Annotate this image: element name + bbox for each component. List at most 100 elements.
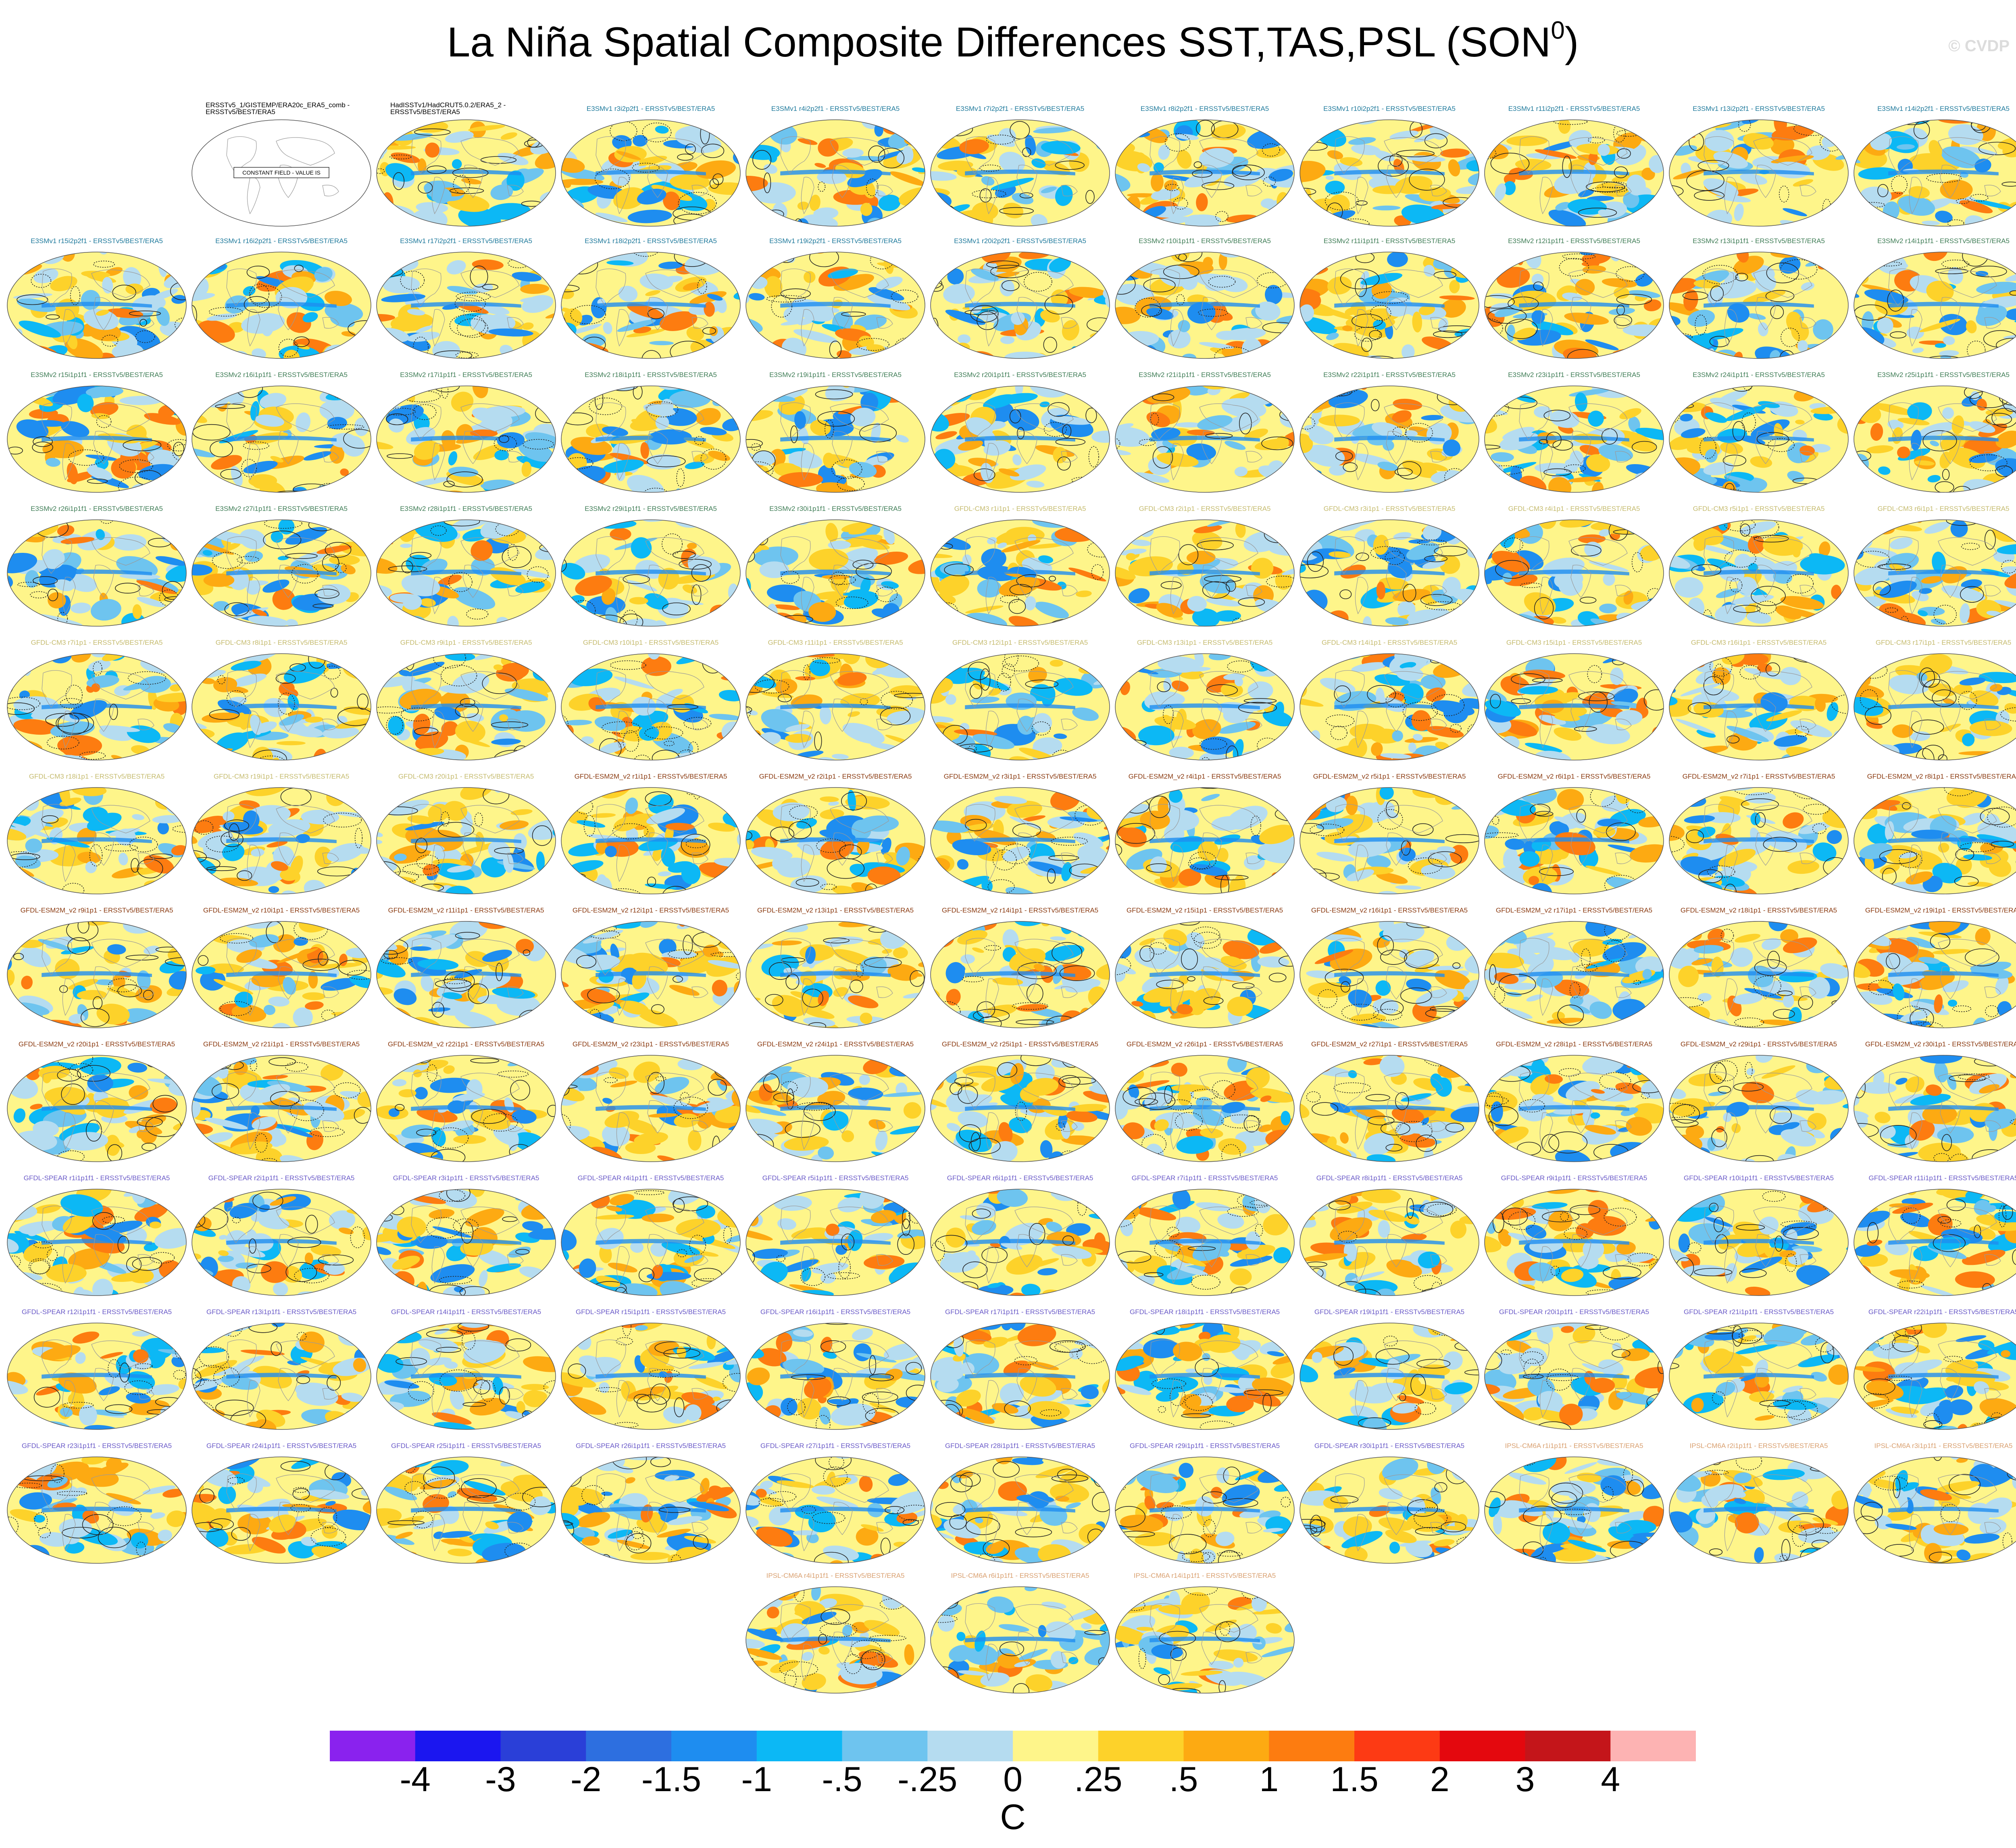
anomaly-blob bbox=[71, 602, 91, 614]
anomaly-blob bbox=[599, 742, 626, 754]
equatorial-anomaly bbox=[1704, 302, 1814, 308]
psl-contour bbox=[1543, 410, 1571, 421]
anomaly-blob bbox=[1389, 130, 1419, 140]
psl-contour bbox=[1394, 468, 1413, 476]
psl-contour bbox=[815, 389, 853, 400]
psl-contour bbox=[335, 563, 347, 573]
anomaly-blob bbox=[1041, 686, 1056, 707]
panel-title: E3SMv2 r19i1p1f1 - ERSSTv5/BEST/ERA5 bbox=[769, 371, 902, 379]
anomaly-blob bbox=[1199, 148, 1234, 168]
anomaly-blob bbox=[1628, 290, 1660, 298]
map-border bbox=[1484, 119, 1664, 227]
anomaly-blob bbox=[1897, 446, 1910, 458]
continent-outline bbox=[1984, 585, 2001, 596]
psl-contour bbox=[1202, 181, 1235, 190]
anomaly-blob bbox=[1025, 596, 1036, 610]
continent-outline bbox=[832, 431, 853, 464]
anomaly-blob bbox=[151, 289, 178, 301]
continent-outline bbox=[830, 403, 889, 432]
global-map bbox=[930, 385, 1110, 493]
anomaly-blob bbox=[1669, 221, 1711, 226]
anomaly-blob bbox=[246, 761, 259, 763]
panel-title: E3SMv2 r28i1p1f1 - ERSSTv5/BEST/ERA5 bbox=[400, 505, 532, 513]
panel-title: E3SMv2 r22i1p1f1 - ERSSTv5/BEST/ERA5 bbox=[1323, 371, 1456, 379]
psl-contour bbox=[96, 415, 112, 428]
anomaly-blob bbox=[849, 462, 877, 478]
global-map bbox=[7, 653, 187, 760]
anomaly-blob bbox=[1137, 163, 1150, 172]
anomaly-blob bbox=[1326, 333, 1339, 340]
map-panel: E3SMv2 r10i1p1f1 - ERSSTv5/BEST/ERA5 bbox=[1113, 234, 1297, 362]
global-map bbox=[1300, 385, 1479, 493]
psl-contour bbox=[1302, 124, 1310, 142]
psl-contour bbox=[859, 424, 897, 442]
psl-contour bbox=[410, 552, 432, 559]
continent-outline bbox=[1724, 177, 1738, 215]
anomaly-blob bbox=[1041, 186, 1057, 194]
psl-contour bbox=[1646, 735, 1664, 750]
anomaly-blob bbox=[377, 120, 392, 125]
anomaly-blob bbox=[377, 747, 397, 753]
anomaly-blob bbox=[1787, 761, 1827, 763]
map-panel: GFDL-CM3 r10i1p1 - ERSSTv5/BEST/ERA5 bbox=[559, 635, 743, 764]
anomaly-blob bbox=[1617, 386, 1646, 394]
psl-contour bbox=[1579, 596, 1597, 604]
continent-outline bbox=[1061, 317, 1078, 329]
psl-contour bbox=[386, 453, 413, 459]
psl-contour bbox=[1669, 185, 1684, 198]
anomaly-blob bbox=[1669, 481, 1702, 492]
psl-contour bbox=[192, 305, 197, 326]
anomaly-blob bbox=[346, 520, 371, 528]
psl-contour bbox=[45, 713, 79, 727]
map-border bbox=[1854, 119, 2016, 227]
anomaly-blob bbox=[252, 609, 267, 617]
anomaly-blob bbox=[1477, 654, 1479, 655]
continent-outline bbox=[1570, 297, 1591, 330]
continent-outline bbox=[1519, 536, 1549, 574]
anomaly-blob bbox=[362, 266, 371, 279]
anomaly-blob bbox=[1919, 588, 1932, 594]
continent-outline bbox=[1704, 268, 1734, 306]
anomaly-blob bbox=[50, 276, 77, 292]
continent-outline bbox=[1199, 137, 1258, 166]
anomaly-blob bbox=[748, 293, 765, 301]
psl-contour bbox=[1724, 550, 1756, 568]
anomaly-blob bbox=[1422, 560, 1445, 569]
psl-contour bbox=[1164, 133, 1191, 152]
psl-contour bbox=[607, 386, 639, 391]
anomaly-blob bbox=[1669, 538, 1673, 559]
anomaly-blob bbox=[1119, 386, 1142, 393]
anomaly-blob bbox=[797, 202, 809, 210]
anomaly-blob bbox=[1317, 621, 1342, 626]
anomaly-blob bbox=[1797, 340, 1808, 352]
psl-contour bbox=[109, 704, 118, 720]
panel-title: E3SMv2 r23i1p1f1 - ERSSTv5/BEST/ERA5 bbox=[1508, 371, 1640, 379]
anomaly-blob bbox=[1866, 226, 1878, 229]
continent-outline bbox=[1799, 585, 1816, 596]
anomaly-blob bbox=[1724, 475, 1764, 488]
psl-contour bbox=[831, 459, 862, 479]
anomaly-blob bbox=[1038, 555, 1054, 563]
psl-contour bbox=[1095, 882, 1109, 894]
psl-contour bbox=[388, 565, 427, 573]
panel-title: E3SMv2 r24i1p1f1 - ERSSTv5/BEST/ERA5 bbox=[1693, 371, 1825, 379]
anomaly-blob bbox=[756, 793, 764, 799]
psl-contour bbox=[386, 413, 408, 425]
anomaly-blob bbox=[835, 761, 858, 763]
psl-contour bbox=[964, 309, 997, 315]
anomaly-blob bbox=[640, 442, 649, 459]
global-map bbox=[561, 653, 741, 760]
panel-title: E3SMv2 r10i1p1f1 - ERSSTv5/BEST/ERA5 bbox=[1139, 237, 1271, 245]
global-map bbox=[1484, 385, 1664, 493]
psl-contour bbox=[746, 392, 758, 412]
anomaly-blob bbox=[1943, 336, 1955, 345]
psl-contour bbox=[196, 521, 213, 543]
continent-outline bbox=[431, 577, 445, 615]
anomaly-blob bbox=[1918, 610, 1928, 617]
anomaly-blob bbox=[1854, 654, 1871, 675]
psl-contour bbox=[1355, 278, 1367, 297]
anomaly-blob bbox=[1329, 465, 1346, 476]
anomaly-blob bbox=[1449, 280, 1460, 294]
continent-outline bbox=[278, 565, 299, 598]
anomaly-blob bbox=[1918, 422, 1956, 437]
